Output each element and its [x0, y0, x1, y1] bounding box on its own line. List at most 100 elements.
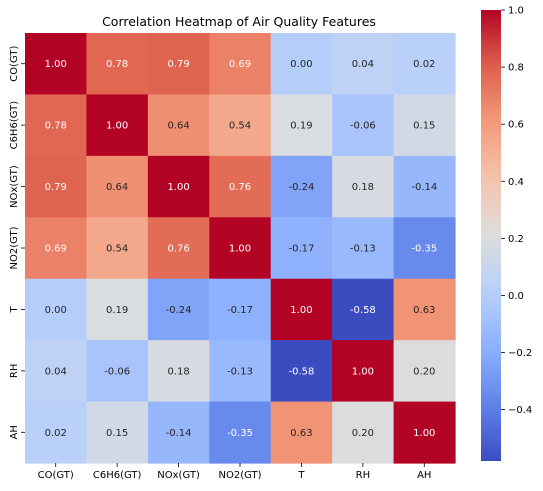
cell-value-label: -0.14 — [166, 428, 192, 439]
heatmap-cell — [86, 340, 149, 403]
heatmap-cell — [332, 340, 395, 403]
heatmap-cell — [332, 33, 395, 96]
heatmap-cell — [270, 278, 333, 341]
heatmap-cell — [332, 278, 395, 341]
cell-value-label: 0.63 — [413, 305, 435, 316]
cell-value-label: 1.00 — [290, 305, 312, 316]
heatmap-cell — [147, 217, 210, 280]
heatmap-cell — [270, 33, 333, 96]
heatmap-cell — [209, 33, 272, 96]
cell-value-label: 0.54 — [229, 121, 251, 132]
heatmap-cell — [86, 217, 149, 280]
cell-value-label: -0.58 — [350, 305, 376, 316]
cell-value-label: 0.20 — [352, 428, 374, 439]
heatmap-cell — [25, 217, 88, 280]
cell-value-label: 0.79 — [45, 182, 67, 193]
heatmap-cell — [393, 340, 456, 403]
heatmap-cell — [147, 155, 210, 218]
cell-value-label: 0.63 — [290, 428, 312, 439]
y-tick-label: AH — [9, 425, 20, 439]
heatmap-cell — [86, 33, 149, 96]
x-tick-label: NO2(GT) — [218, 470, 261, 481]
x-tick-label: CO(GT) — [38, 470, 74, 481]
cell-value-label: 0.64 — [167, 121, 189, 132]
cell-value-label: -0.24 — [288, 182, 314, 193]
heatmap-cell — [25, 401, 88, 464]
heatmap-cell — [209, 340, 272, 403]
heatmap-cell — [209, 278, 272, 341]
cell-value-label: -0.35 — [411, 244, 437, 255]
x-tick-label: T — [297, 470, 305, 481]
cell-value-label: -0.24 — [166, 305, 192, 316]
heatmap-cell — [147, 33, 210, 96]
heatmap-cell — [147, 278, 210, 341]
cell-value-label: 0.00 — [290, 59, 312, 70]
cell-value-label: 0.19 — [106, 305, 128, 316]
cell-value-label: 0.18 — [352, 182, 374, 193]
heatmap-cell — [25, 155, 88, 218]
colorbar-tick-label: 0.2 — [508, 234, 524, 245]
cell-value-label: -0.06 — [104, 366, 130, 377]
y-tick-label: T — [9, 305, 20, 313]
heatmap-cell — [86, 94, 149, 157]
colorbar-tick-label: 1.0 — [508, 6, 524, 17]
heatmap-cell — [393, 33, 456, 96]
heatmap-cell — [86, 401, 149, 464]
heatmap-cell — [332, 94, 395, 157]
cell-value-label: -0.14 — [411, 182, 437, 193]
heatmap-cell — [147, 401, 210, 464]
cell-value-label: 0.04 — [45, 366, 67, 377]
heatmap-cell — [25, 94, 88, 157]
cell-value-label: 0.76 — [167, 244, 189, 255]
colorbar-tick-label: 0.4 — [508, 177, 524, 188]
heatmap-cell — [393, 278, 456, 341]
heatmap-cell — [209, 401, 272, 464]
cell-value-label: 0.79 — [167, 59, 189, 70]
cell-value-label: 0.69 — [229, 59, 251, 70]
cell-value-label: 0.19 — [290, 121, 312, 132]
cell-value-label: 0.00 — [45, 305, 67, 316]
heatmap-cell — [209, 217, 272, 280]
heatmap-cell — [147, 340, 210, 403]
colorbar-gradient — [481, 10, 501, 461]
cell-value-label: -0.17 — [227, 305, 253, 316]
cell-value-label: 1.00 — [167, 182, 189, 193]
y-tick-label: C6H6(GT) — [9, 101, 20, 150]
cell-value-label: -0.06 — [350, 121, 376, 132]
heatmap-cells: 1.00 0.78 0.79 0.69 0.00 0.04 0.02 0.78 1.00 0.64… — [25, 33, 456, 464]
x-tick-label: C6H6(GT) — [93, 470, 142, 481]
cell-value-label: -0.35 — [227, 428, 253, 439]
cell-value-label: 0.02 — [413, 59, 435, 70]
heatmap-cell — [86, 155, 149, 218]
cell-value-label: 0.64 — [106, 182, 128, 193]
heatmap-cell — [270, 217, 333, 280]
cell-value-label: 1.00 — [352, 366, 374, 377]
colorbar-tick-label: −0.4 — [508, 405, 532, 416]
cell-value-label: 0.15 — [106, 428, 128, 439]
cell-value-label: 0.02 — [45, 428, 67, 439]
y-tick-label: NOx(GT) — [9, 165, 20, 208]
heatmap-cell — [270, 155, 333, 218]
heatmap-cell — [393, 401, 456, 464]
heatmap-cell — [209, 94, 272, 157]
cell-value-label: 0.76 — [229, 182, 251, 193]
cell-value-label: 0.54 — [106, 244, 128, 255]
y-tick-label: RH — [9, 364, 20, 378]
heatmap-cell — [270, 401, 333, 464]
cell-value-label: 0.18 — [167, 366, 189, 377]
cell-value-label: 0.69 — [45, 244, 67, 255]
heatmap-cell — [25, 278, 88, 341]
heatmap-cell — [393, 217, 456, 280]
heatmap-cell — [393, 94, 456, 157]
chart-title: Correlation Heatmap of Air Quality Featu… — [102, 14, 376, 29]
y-tick-label: CO(GT) — [9, 46, 20, 82]
cell-value-label: 0.78 — [106, 59, 128, 70]
x-axis-ticks: CO(GT) C6H6(GT) NOx(GT) NO2(GT) T RH AH — [38, 463, 431, 481]
heatmap-cell — [25, 340, 88, 403]
cell-value-label: 0.20 — [413, 366, 435, 377]
cell-value-label: -0.13 — [227, 366, 253, 377]
heatmap-cell — [147, 94, 210, 157]
heatmap-cell — [209, 155, 272, 218]
colorbar: 1.0 0.8 0.6 0.4 0.2 0.0 −0.2 −0.4 — [481, 6, 532, 461]
